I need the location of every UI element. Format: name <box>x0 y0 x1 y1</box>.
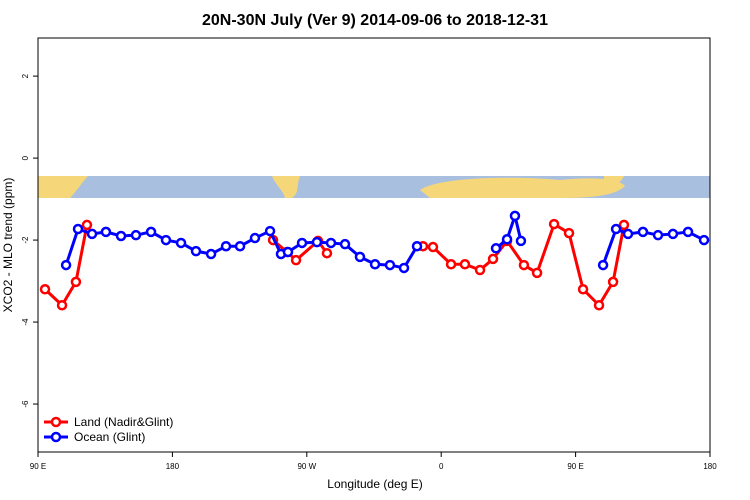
y-tick-label: -6 <box>21 400 30 408</box>
data-point <box>563 227 575 239</box>
data-point <box>282 246 294 258</box>
map-strip <box>38 176 710 198</box>
data-point <box>622 228 634 240</box>
y-tick-label: 2 <box>21 73 30 78</box>
data-point <box>577 284 589 295</box>
data-point <box>205 248 217 260</box>
data-point <box>515 235 527 247</box>
x-tick-label: 90 E <box>567 462 583 471</box>
data-point <box>518 259 530 271</box>
data-point <box>597 259 609 271</box>
data-point <box>234 240 246 252</box>
land-shape <box>604 176 624 187</box>
legend-marker <box>50 431 62 443</box>
data-point <box>290 254 302 266</box>
data-point <box>698 234 710 246</box>
data-point <box>682 226 694 238</box>
data-point <box>667 228 679 240</box>
x-tick-label: 90 W <box>297 462 316 471</box>
data-point <box>459 259 471 270</box>
x-tick-label: 0 <box>439 462 444 471</box>
y-tick-label: -2 <box>21 236 30 244</box>
data-point <box>369 259 381 270</box>
data-point <box>652 229 664 241</box>
series-line <box>43 224 89 308</box>
data-point <box>411 240 423 252</box>
legend-label: Land (Nadir&Glint) <box>74 415 173 429</box>
data-point <box>325 237 337 249</box>
data-point <box>296 237 308 249</box>
data-point <box>86 228 98 240</box>
data-point <box>311 236 323 248</box>
data-point <box>220 240 232 252</box>
y-axis-label: XCO2 - MLO trend (ppm) <box>1 178 15 313</box>
data-point <box>145 226 157 238</box>
plot-frame <box>37 37 711 453</box>
y-tick-label: 0 <box>21 155 30 160</box>
data-point <box>474 264 486 276</box>
x-tick-label: 180 <box>703 462 717 471</box>
data-point <box>427 241 439 253</box>
y-tick-label: -4 <box>21 318 30 326</box>
data-point <box>39 284 51 295</box>
x-tick-label: 180 <box>166 462 180 471</box>
data-point <box>610 223 622 235</box>
data-point <box>445 259 457 270</box>
data-point <box>398 262 410 274</box>
data-point <box>190 245 202 257</box>
x-tick-label: 90 E <box>30 462 46 471</box>
data-point <box>531 267 543 279</box>
data-point <box>175 237 187 249</box>
data-point <box>384 259 396 271</box>
data-point <box>618 219 630 231</box>
data-point <box>115 230 127 242</box>
data-point <box>509 210 521 222</box>
data-point <box>490 243 502 254</box>
data-point <box>264 225 276 237</box>
data-point <box>160 234 172 246</box>
land-shape <box>272 176 300 198</box>
land-shape <box>38 176 88 198</box>
x-axis-label: Longitude (deg E) <box>327 477 422 491</box>
data-point <box>501 234 513 245</box>
data-point <box>81 219 93 231</box>
data-point <box>56 300 68 311</box>
data-point <box>70 276 82 288</box>
data-point <box>130 229 142 241</box>
data-point <box>60 259 72 271</box>
data-point <box>548 218 560 230</box>
land-shape <box>420 177 625 198</box>
data-point <box>72 223 84 235</box>
data-point <box>100 226 112 238</box>
data-point <box>487 253 499 265</box>
legend-label: Ocean (Glint) <box>74 430 145 444</box>
data-point <box>339 238 351 250</box>
data-point <box>637 226 649 238</box>
legend-marker <box>50 416 62 428</box>
data-point <box>593 300 605 311</box>
series-line <box>495 210 523 250</box>
chart-title: 20N-30N July (Ver 9) 2014-09-06 to 2018-… <box>202 12 548 29</box>
data-point <box>321 247 333 259</box>
data-point <box>249 232 261 244</box>
data-point <box>607 276 619 288</box>
data-point <box>354 251 366 263</box>
